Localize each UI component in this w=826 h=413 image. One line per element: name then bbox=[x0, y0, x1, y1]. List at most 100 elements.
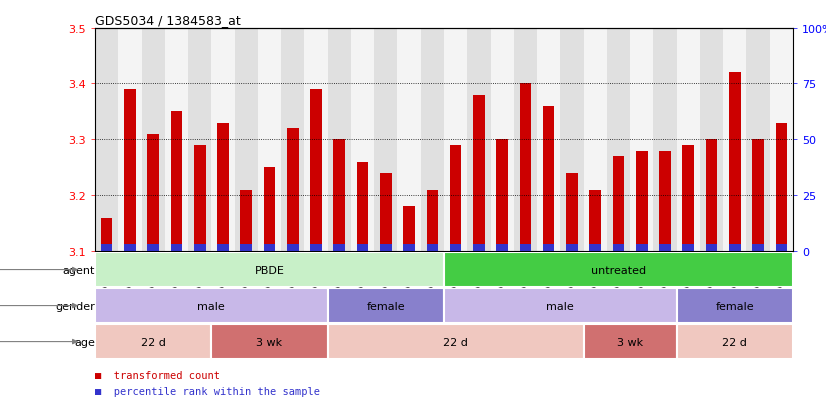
Bar bbox=[543, 107, 554, 252]
Bar bbox=[304, 28, 328, 252]
Bar bbox=[583, 324, 676, 359]
Bar bbox=[520, 245, 531, 252]
Bar bbox=[101, 218, 112, 252]
Text: 3 wk: 3 wk bbox=[256, 337, 282, 347]
Bar bbox=[403, 245, 415, 252]
Bar bbox=[351, 28, 374, 252]
Bar bbox=[450, 245, 462, 252]
Bar bbox=[357, 245, 368, 252]
Bar bbox=[95, 252, 444, 287]
Bar bbox=[724, 28, 747, 252]
Bar bbox=[263, 168, 275, 252]
Bar bbox=[473, 95, 485, 252]
Text: female: female bbox=[367, 301, 405, 311]
Bar bbox=[147, 245, 159, 252]
Bar bbox=[543, 245, 554, 252]
Bar bbox=[676, 28, 700, 252]
Bar bbox=[211, 28, 235, 252]
Text: ■  transformed count: ■ transformed count bbox=[95, 370, 220, 380]
Bar bbox=[147, 135, 159, 252]
Text: 22 d: 22 d bbox=[723, 337, 748, 347]
Bar bbox=[729, 73, 741, 252]
Bar bbox=[705, 245, 717, 252]
Text: agent: agent bbox=[63, 265, 95, 275]
Bar bbox=[194, 146, 206, 252]
Text: gender: gender bbox=[55, 301, 95, 311]
Bar bbox=[566, 245, 577, 252]
Bar bbox=[520, 84, 531, 252]
Bar bbox=[328, 28, 351, 252]
Bar bbox=[95, 28, 118, 252]
Bar bbox=[444, 28, 468, 252]
Text: female: female bbox=[715, 301, 754, 311]
Bar bbox=[171, 245, 183, 252]
Bar bbox=[729, 245, 741, 252]
Bar bbox=[141, 28, 165, 252]
Bar bbox=[514, 28, 537, 252]
Text: age: age bbox=[74, 337, 95, 347]
Bar bbox=[235, 28, 258, 252]
Bar bbox=[444, 288, 676, 323]
Bar bbox=[171, 112, 183, 252]
Text: 3 wk: 3 wk bbox=[617, 337, 643, 347]
Bar bbox=[334, 245, 345, 252]
Text: PBDE: PBDE bbox=[254, 265, 284, 275]
Bar bbox=[566, 173, 577, 252]
Bar bbox=[403, 207, 415, 252]
Bar bbox=[473, 245, 485, 252]
Bar bbox=[491, 28, 514, 252]
Bar bbox=[188, 28, 211, 252]
Bar bbox=[420, 28, 444, 252]
Bar bbox=[240, 190, 252, 252]
Bar bbox=[630, 28, 653, 252]
Text: male: male bbox=[197, 301, 225, 311]
Bar bbox=[287, 245, 298, 252]
Bar bbox=[118, 28, 141, 252]
Bar bbox=[95, 288, 328, 323]
Bar bbox=[676, 324, 793, 359]
Bar bbox=[636, 151, 648, 252]
Bar bbox=[676, 288, 793, 323]
Bar bbox=[311, 90, 322, 252]
Bar bbox=[590, 245, 601, 252]
Bar bbox=[776, 123, 787, 252]
Bar bbox=[583, 28, 607, 252]
Text: ■  percentile rank within the sample: ■ percentile rank within the sample bbox=[95, 387, 320, 396]
Bar bbox=[705, 140, 717, 252]
Text: GDS5034 / 1384583_at: GDS5034 / 1384583_at bbox=[95, 14, 240, 27]
Text: 22 d: 22 d bbox=[140, 337, 165, 347]
Bar bbox=[537, 28, 560, 252]
Bar bbox=[560, 28, 583, 252]
Bar bbox=[752, 245, 764, 252]
Bar bbox=[380, 245, 392, 252]
Text: male: male bbox=[547, 301, 574, 311]
Bar bbox=[334, 140, 345, 252]
Bar bbox=[165, 28, 188, 252]
Bar bbox=[328, 288, 444, 323]
Bar bbox=[444, 252, 793, 287]
Bar bbox=[450, 146, 462, 252]
Bar bbox=[607, 28, 630, 252]
Bar bbox=[124, 90, 135, 252]
Bar bbox=[263, 245, 275, 252]
Bar bbox=[636, 245, 648, 252]
Bar bbox=[311, 245, 322, 252]
Bar bbox=[217, 123, 229, 252]
Bar bbox=[653, 28, 676, 252]
Bar bbox=[287, 129, 298, 252]
Bar bbox=[281, 28, 304, 252]
Bar bbox=[613, 245, 624, 252]
Bar bbox=[426, 190, 438, 252]
Bar bbox=[374, 28, 397, 252]
Bar bbox=[124, 245, 135, 252]
Text: untreated: untreated bbox=[591, 265, 646, 275]
Bar bbox=[590, 190, 601, 252]
Bar bbox=[194, 245, 206, 252]
Bar bbox=[700, 28, 724, 252]
Bar bbox=[328, 324, 583, 359]
Bar bbox=[747, 28, 770, 252]
Bar bbox=[613, 157, 624, 252]
Bar bbox=[357, 162, 368, 252]
Bar bbox=[240, 245, 252, 252]
Bar bbox=[95, 324, 211, 359]
